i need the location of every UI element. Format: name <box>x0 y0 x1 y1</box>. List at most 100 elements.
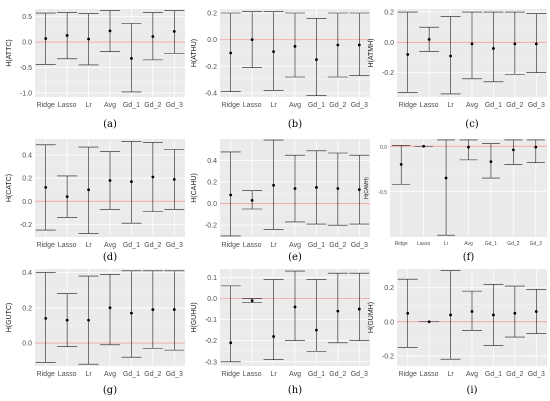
data-point <box>229 51 233 55</box>
data-point <box>511 148 515 152</box>
x-tick-label: Gd_3 <box>166 371 183 378</box>
x-tick-label: Lr <box>447 102 454 109</box>
panel-caption: (g) <box>103 385 117 396</box>
y-tick-label: 0.4 <box>22 153 32 160</box>
chart-panel: -0.2 0.0 0.2 Ridge Lasso Lr Avg Gd_1 Gd_2 Gd_3 H(G… <box>368 269 547 396</box>
data-point <box>250 198 254 202</box>
x-tick-label: Gd_1 <box>123 242 140 249</box>
y-tick-label: 0.5 <box>22 14 32 21</box>
data-point <box>422 144 426 148</box>
data-point <box>534 42 538 46</box>
data-point <box>513 42 517 46</box>
data-point <box>427 37 431 41</box>
x-tick-label: Avg <box>289 242 301 249</box>
x-tick-label: Ridge <box>395 241 408 247</box>
data-point <box>449 313 452 317</box>
data-point <box>108 306 112 310</box>
y-tick-label: -0.2 <box>382 70 394 77</box>
x-tick-label: Avg <box>104 371 116 378</box>
x-tick-label: Gd_1 <box>308 242 325 249</box>
y-tick-label: 0.0 <box>22 341 32 348</box>
panel-caption: (a) <box>103 119 117 130</box>
y-tick-label: -0.2 <box>205 223 217 230</box>
y-tick-label: 0.4 <box>207 158 217 165</box>
x-tick-label: Lasso <box>420 102 439 109</box>
x-tick-label: Lr <box>270 242 277 249</box>
panel-caption: (f) <box>463 252 475 263</box>
y-axis-label: H(GUHU) <box>191 302 198 332</box>
data-point <box>65 34 69 37</box>
y-tick-label: -0.2 <box>205 338 217 345</box>
x-tick-label: Ridge <box>222 102 240 109</box>
x-tick-label: Avg <box>104 102 116 109</box>
panel-caption: (b) <box>288 119 302 130</box>
data-point <box>315 328 318 332</box>
x-tick-label: Lasso <box>243 102 262 109</box>
y-axis-label: H(CAHU) <box>191 173 198 203</box>
data-point <box>130 311 133 315</box>
data-point <box>470 42 474 46</box>
x-tick-label: Gd_2 <box>329 102 346 109</box>
x-tick-label: Ridge <box>399 102 417 109</box>
data-point <box>513 311 517 315</box>
data-point <box>534 145 538 149</box>
data-point <box>449 54 452 58</box>
y-tick-label: -0.5 <box>20 65 32 72</box>
data-point <box>470 310 474 313</box>
panel-caption: (e) <box>288 252 302 263</box>
y-tick-label: 0.0 <box>384 319 394 326</box>
y-tick-label: 0.2 <box>207 180 217 187</box>
data-point <box>399 163 403 166</box>
x-tick-label: Gd_1 <box>308 371 325 378</box>
x-tick-label: Avg <box>104 242 116 249</box>
x-tick-label: Lasso <box>420 371 439 378</box>
y-tick-label: -0.2 <box>20 222 32 229</box>
data-point <box>315 58 318 62</box>
y-tick-label: -0.4 <box>205 91 217 98</box>
data-point <box>357 43 361 47</box>
data-point <box>467 145 470 149</box>
y-axis-label: H(GUMH) <box>368 302 375 333</box>
x-tick-label: Ridge <box>37 242 55 249</box>
x-tick-label: Gd_1 <box>485 371 502 378</box>
y-tick-label: 0.0 <box>22 40 32 47</box>
x-tick-label: Gd_2 <box>144 371 161 378</box>
data-point <box>65 195 69 199</box>
data-point <box>336 309 340 313</box>
chart-panel: -0.2 0.0 0.2 Ridge Lasso Lr Avg Gd_1 Gd_2 Gd_3 H(A… <box>368 9 547 130</box>
data-point <box>130 56 133 60</box>
data-point <box>406 311 410 315</box>
x-tick-label: Gd_2 <box>506 371 523 378</box>
data-point <box>229 341 233 345</box>
data-point <box>534 310 538 313</box>
chart-panel: -0.3 -0.2 -0.1 0.0 0.1 Ridge Lasso Lr Avg Gd_1 Gd_… <box>191 269 370 396</box>
x-tick-label: Ridge <box>37 102 55 109</box>
chart-panel: -0.4 -0.2 0.0 0.2 Ridge Lasso Lr Avg Gd_1 Gd_2 Gd_… <box>191 9 370 130</box>
x-tick-label: Gd_1 <box>485 102 502 109</box>
x-tick-label: Lasso <box>58 242 77 249</box>
data-point <box>272 183 275 187</box>
x-tick-label: Ridge <box>222 371 240 378</box>
data-point <box>44 316 48 320</box>
y-tick-label: -0.2 <box>205 64 217 71</box>
y-tick-label: 0.4 <box>22 270 32 277</box>
data-point <box>87 188 90 192</box>
y-tick-label: 0.1 <box>207 275 217 282</box>
panel-caption: (i) <box>466 385 477 396</box>
data-point <box>130 180 133 184</box>
x-tick-label: Gd_3 <box>528 102 545 109</box>
data-point <box>293 187 297 190</box>
data-point <box>172 29 176 33</box>
y-tick-label: 0.2 <box>22 176 32 183</box>
panel-caption: (h) <box>288 385 302 396</box>
data-point <box>250 38 254 42</box>
y-tick-label: -1.0 <box>20 90 32 97</box>
y-axis-label: H(CATC) <box>6 174 13 202</box>
data-point <box>65 318 69 322</box>
data-point <box>44 186 48 189</box>
y-axis-label: H(ATTC) <box>6 39 13 66</box>
data-point <box>336 43 340 47</box>
panel-caption: (d) <box>103 252 117 263</box>
x-tick-label: Avg <box>289 102 301 109</box>
